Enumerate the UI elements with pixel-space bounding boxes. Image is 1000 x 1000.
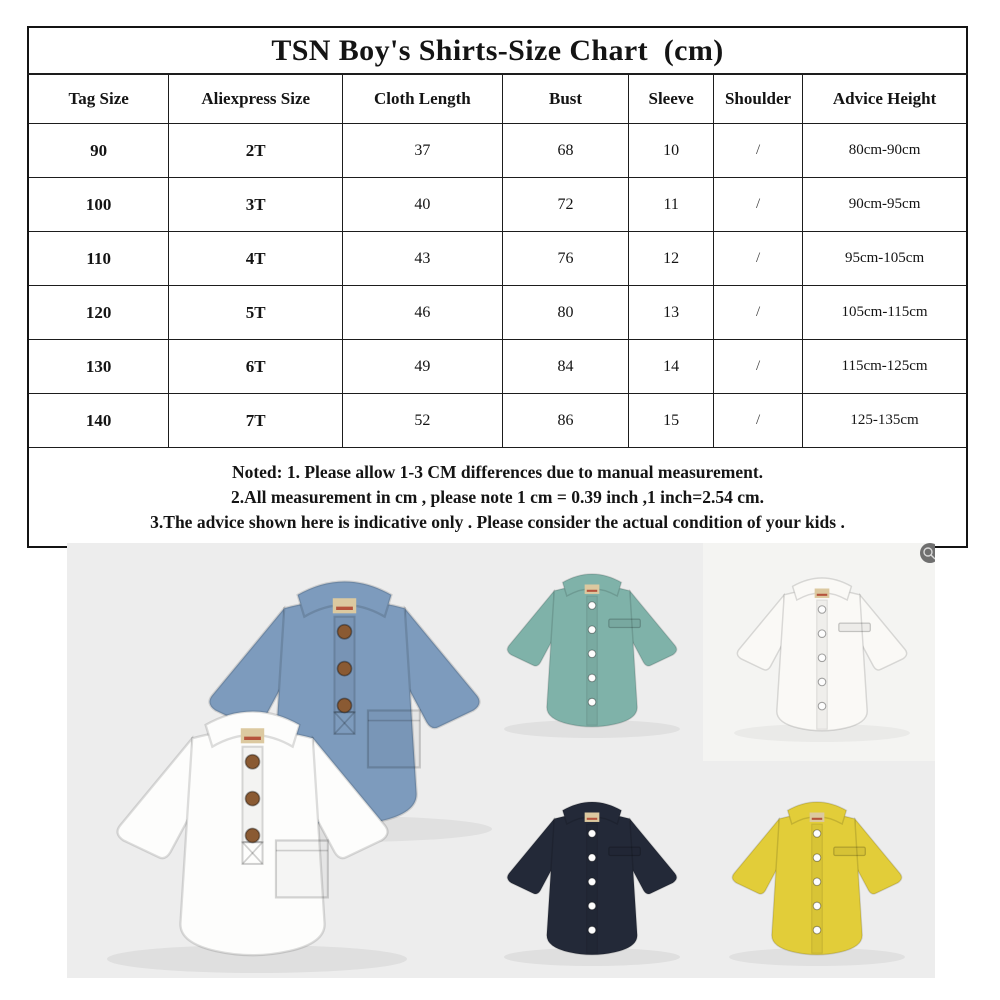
size-cell: 2T — [168, 123, 344, 178]
size-cell: 110 — [27, 231, 170, 286]
table-row: 120 5T 46 80 13 / 105cm-115cm — [27, 285, 968, 340]
notes-row: Noted: 1. Please allow 1-3 CM difference… — [27, 447, 968, 548]
size-cell: 10 — [628, 123, 714, 178]
size-cell: 115cm-125cm — [802, 339, 968, 394]
size-cell: 90 — [27, 123, 170, 178]
notes-block: Noted: 1. Please allow 1-3 CM difference… — [33, 460, 962, 535]
size-cell: 100 — [27, 177, 170, 232]
size-cell: 76 — [501, 231, 630, 286]
note-line-3: 3.The advice shown here is indicative on… — [150, 511, 845, 532]
size-cell: 37 — [342, 123, 503, 178]
page-title: TSN Boy's Shirts-Size Chart (cm) — [27, 26, 968, 75]
size-cell: 4T — [168, 231, 344, 286]
size-cell: 130 — [27, 339, 170, 394]
column-header-bust: Bust — [501, 73, 630, 124]
size-cell: 43 — [342, 231, 503, 286]
size-cell: 11 — [628, 177, 714, 232]
size-chart-table: TSN Boy's Shirts-Size Chart (cm) Tag Siz… — [27, 26, 968, 548]
column-header-aliexpress-size: Aliexpress Size — [168, 73, 344, 124]
size-cell: / — [712, 231, 804, 286]
size-cell: 68 — [501, 123, 630, 178]
product-photo-collage — [67, 543, 935, 978]
note-line-2: 2.All measurement in cm , please note 1 … — [231, 486, 764, 507]
size-cell: 80 — [501, 285, 630, 340]
title-row: TSN Boy's Shirts-Size Chart (cm) — [27, 26, 968, 75]
size-cell: 3T — [168, 177, 344, 232]
watermark-badge-icon[interactable] — [920, 543, 935, 563]
size-cell: 6T — [168, 339, 344, 394]
table-row: 100 3T 40 72 11 / 90cm-95cm — [27, 177, 968, 232]
size-cell: 105cm-115cm — [802, 285, 968, 340]
size-cell: 95cm-105cm — [802, 231, 968, 286]
size-cell: 12 — [628, 231, 714, 286]
size-cell: 7T — [168, 393, 344, 448]
size-cell: 40 — [342, 177, 503, 232]
table-row: 110 4T 43 76 12 / 95cm-105cm — [27, 231, 968, 286]
size-cell: 46 — [342, 285, 503, 340]
column-header-shoulder: Shoulder — [712, 73, 804, 124]
size-cell: 86 — [501, 393, 630, 448]
column-header-tag-size: Tag Size — [27, 73, 170, 124]
size-cell: / — [712, 123, 804, 178]
size-cell: 90cm-95cm — [802, 177, 968, 232]
size-cell: 120 — [27, 285, 170, 340]
note-line-1: Noted: 1. Please allow 1-3 CM difference… — [231, 461, 764, 482]
column-header-cloth-length: Cloth Length — [342, 73, 503, 124]
size-cell: / — [712, 339, 804, 394]
column-header-sleeve: Sleeve — [628, 73, 714, 124]
size-cell: 84 — [501, 339, 630, 394]
size-cell: 80cm-90cm — [802, 123, 968, 178]
size-cell: 5T — [168, 285, 344, 340]
size-cell: / — [712, 285, 804, 340]
size-cell: 140 — [27, 393, 170, 448]
size-cell: 52 — [342, 393, 503, 448]
size-cell: 72 — [501, 177, 630, 232]
size-cell: / — [712, 393, 804, 448]
size-cell: 13 — [628, 285, 714, 340]
size-cell: 125-135cm — [802, 393, 968, 448]
table-row: 130 6T 49 84 14 / 115cm-125cm — [27, 339, 968, 394]
size-cell: 15 — [628, 393, 714, 448]
size-cell: / — [712, 177, 804, 232]
header-row: Tag Size Aliexpress Size Cloth Length Bu… — [27, 73, 968, 124]
size-chart-panel: TSN Boy's Shirts-Size Chart (cm) Tag Siz… — [27, 26, 968, 548]
table-row: 140 7T 52 86 15 / 125-135cm — [27, 393, 968, 448]
size-cell: 49 — [342, 339, 503, 394]
size-cell: 14 — [628, 339, 714, 394]
table-row: 90 2T 37 68 10 / 80cm-90cm — [27, 123, 968, 178]
column-header-advice-height: Advice Height — [802, 73, 968, 124]
